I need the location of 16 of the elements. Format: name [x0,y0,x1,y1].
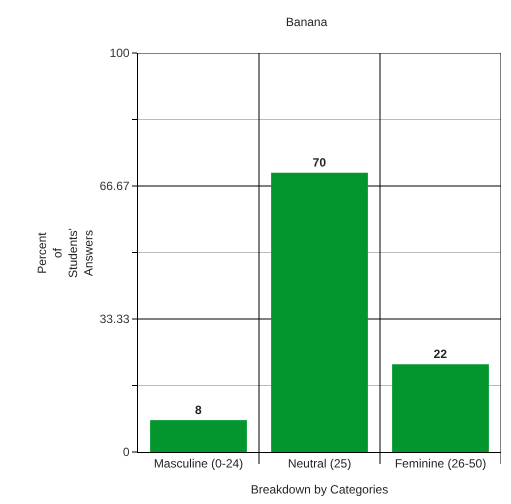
data-label: 70 [312,156,326,170]
y-axis-title: Percent of Students' Answers [34,228,96,278]
bar [392,364,489,452]
x-tick-label: Neutral (25) [288,456,352,470]
chart-title: Banana [286,15,328,30]
bar [271,172,368,452]
bar [150,420,247,452]
data-label: 22 [434,347,448,362]
data-label: 8 [195,403,202,418]
x-tick-label: Masculine (0-24) [154,456,244,470]
y-tick-label: 0 [122,445,130,460]
x-tick-label: Feminine (26-50) [394,456,486,470]
y-tick-label: 66.67 [100,179,130,194]
x-axis-title: Breakdown by Categories [250,482,388,496]
y-tick-label: 100 [110,46,130,60]
y-tick-label: 33.33 [100,312,130,326]
